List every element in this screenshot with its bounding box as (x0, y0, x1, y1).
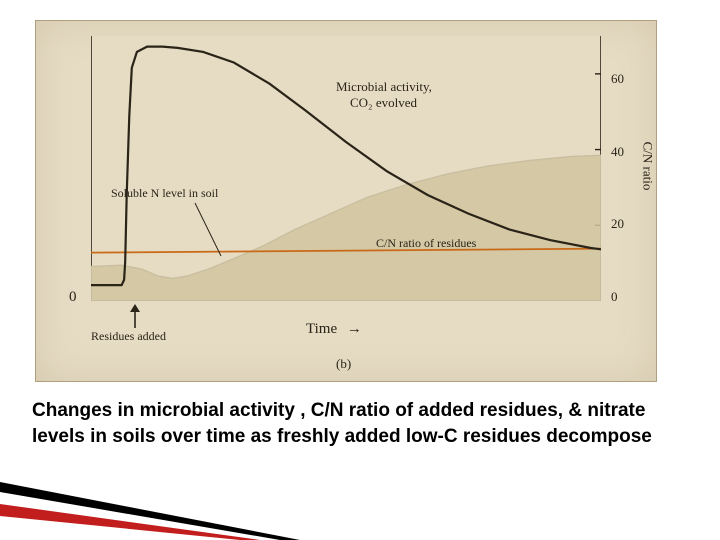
plot-area (91, 36, 601, 301)
residues-arrow-icon (128, 304, 142, 328)
right-tick-40: 40 (611, 144, 624, 160)
plot-svg (91, 36, 601, 301)
microbial-label: Microbial activity, CO₂ evolved (336, 79, 432, 112)
cn-ratio-label: C/N ratio of residues (376, 236, 476, 251)
right-axis-title: C/N ratio (640, 142, 656, 191)
x-axis-title: Time → (306, 321, 360, 338)
right-tick-60: 60 (611, 71, 624, 87)
subplot-label-b: (b) (336, 356, 351, 372)
slide-root: 0 0 20 40 60 C/N ratio Time → (b) Residu… (0, 0, 720, 540)
right-tick-0: 0 (611, 289, 618, 305)
chart-panel: 0 0 20 40 60 C/N ratio Time → (b) Residu… (35, 20, 657, 382)
slide-caption: Changes in microbial activity , C/N rati… (32, 398, 672, 449)
x-axis-arrow-icon: → (347, 321, 360, 337)
accent-triangle-white-inner (0, 516, 240, 540)
right-tick-20: 20 (611, 216, 624, 232)
x-axis-title-text: Time (306, 321, 337, 337)
left-tick-0: 0 (69, 289, 77, 306)
microbial-label-line1: Microbial activity, (336, 79, 432, 95)
microbial-label-line2: CO₂ evolved (336, 95, 432, 111)
soluble-n-leader-icon (191, 201, 241, 261)
residues-added-label: Residues added (91, 329, 166, 344)
soluble-n-label: Soluble N level in soil (111, 186, 218, 201)
